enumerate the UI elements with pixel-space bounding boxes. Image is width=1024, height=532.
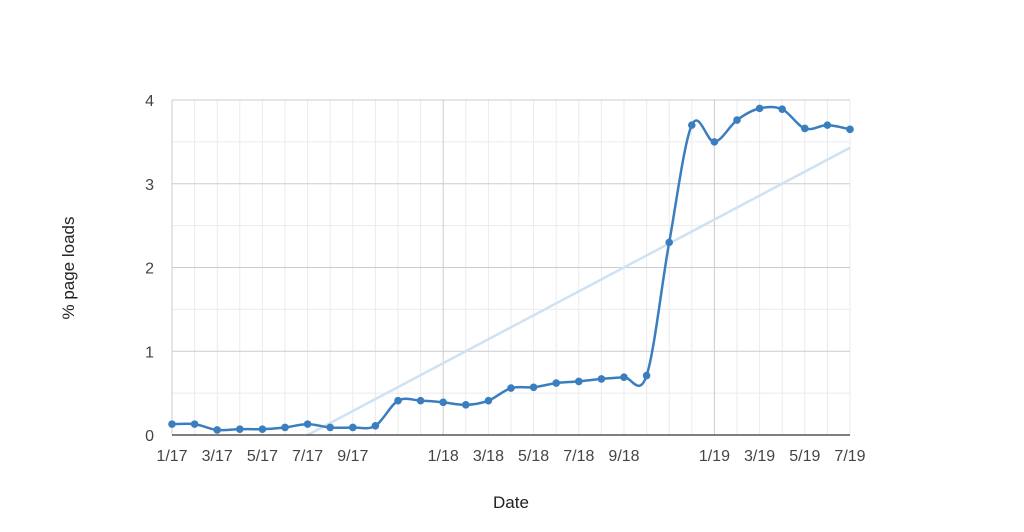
data-point bbox=[190, 420, 199, 428]
data-point bbox=[529, 383, 538, 392]
data-point bbox=[755, 104, 764, 113]
x-tick-label: 3/17 bbox=[202, 448, 233, 465]
data-point bbox=[507, 384, 515, 392]
data-point bbox=[258, 425, 267, 433]
data-point bbox=[281, 423, 289, 432]
x-tick-label: 1/17 bbox=[156, 448, 187, 465]
data-point bbox=[552, 379, 560, 387]
data-point bbox=[710, 138, 719, 146]
x-tick-label: 3/18 bbox=[473, 448, 504, 465]
data-point bbox=[484, 396, 493, 405]
data-point bbox=[236, 425, 244, 433]
y-tick-label: 3 bbox=[145, 177, 154, 194]
data-point bbox=[801, 124, 809, 133]
x-tick-label: 7/19 bbox=[834, 448, 865, 465]
data-point bbox=[778, 105, 786, 114]
trendline bbox=[307, 146, 851, 437]
data-point bbox=[439, 398, 448, 407]
y-tick-label: 4 bbox=[145, 93, 154, 110]
x-tick-label: 1/18 bbox=[428, 448, 459, 465]
x-tick-label: 7/18 bbox=[563, 448, 594, 465]
data-point bbox=[303, 420, 312, 428]
data-point bbox=[620, 373, 628, 382]
x-tick-label: 1/19 bbox=[699, 448, 730, 465]
y-tick-label: 2 bbox=[145, 261, 154, 278]
data-point bbox=[665, 238, 673, 247]
data-point bbox=[394, 396, 402, 405]
data-point bbox=[688, 121, 696, 129]
data-point bbox=[462, 401, 470, 409]
x-tick-label: 9/17 bbox=[337, 448, 368, 465]
data-point bbox=[823, 121, 832, 129]
x-tick-labels: 1/17 3/17 5/17 7/17 9/17 1/18 3/18 5/18 7/18 9/18… bbox=[156, 448, 865, 465]
x-tick-label: 5/19 bbox=[789, 448, 820, 465]
x-tick-label: 3/19 bbox=[744, 448, 775, 465]
data-point bbox=[597, 375, 606, 383]
y-axis-title: % page loads bbox=[59, 216, 78, 319]
trendline-segment bbox=[307, 146, 851, 437]
data-point bbox=[349, 423, 357, 432]
x-tick-label: 5/17 bbox=[247, 448, 278, 465]
major-gridlines bbox=[171, 99, 850, 436]
data-point bbox=[846, 125, 854, 134]
data-point bbox=[733, 116, 741, 124]
data-point bbox=[213, 426, 221, 434]
data-points bbox=[168, 104, 854, 434]
data-point bbox=[168, 420, 176, 428]
y-tick-label: 0 bbox=[145, 428, 154, 445]
data-point bbox=[416, 396, 425, 405]
data-point bbox=[642, 371, 651, 380]
y-tick-labels: 0 1 2 3 4 bbox=[145, 93, 154, 445]
x-tick-label: 5/18 bbox=[518, 448, 549, 465]
y-tick-label: 1 bbox=[145, 344, 154, 361]
data-point bbox=[575, 377, 583, 386]
data-point bbox=[326, 423, 335, 432]
x-axis-title: Date bbox=[493, 493, 529, 512]
x-tick-label: 7/17 bbox=[292, 448, 323, 465]
data-point bbox=[371, 421, 380, 430]
x-tick-label: 9/18 bbox=[608, 448, 639, 465]
